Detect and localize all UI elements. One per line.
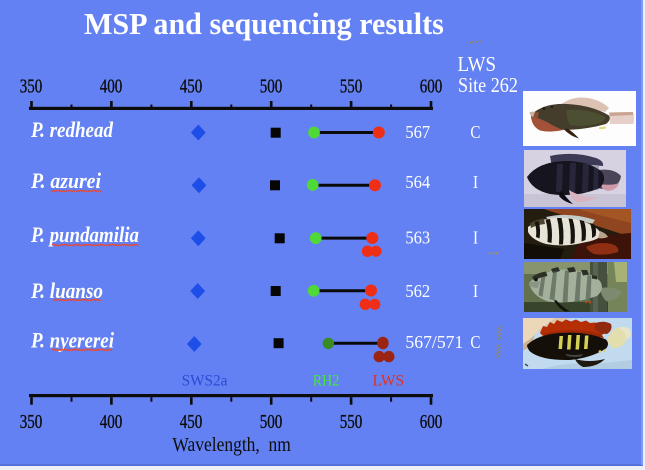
- svg-text:450: 450: [180, 75, 203, 97]
- svg-text:RH2: RH2: [313, 373, 339, 390]
- svg-text:P. azurei: P. azurei: [30, 168, 101, 193]
- svg-text:350: 350: [20, 410, 43, 432]
- svg-text:C: C: [470, 332, 480, 352]
- svg-text:LWS: LWS: [458, 53, 496, 76]
- svg-text:C: C: [470, 122, 480, 142]
- svg-text:I: I: [473, 281, 478, 301]
- svg-text:P. nyererei: P. nyererei: [30, 329, 114, 352]
- svg-text:550: 550: [340, 75, 363, 97]
- svg-text:562: 562: [405, 282, 430, 302]
- svg-text:550: 550: [340, 410, 363, 432]
- svg-text:400: 400: [100, 410, 123, 432]
- svg-text:P. pundamilia: P. pundamilia: [30, 224, 139, 247]
- svg-text:567: 567: [405, 123, 430, 143]
- svg-text:Wavelength, nm: Wavelength, nm: [172, 434, 291, 456]
- svg-text:I: I: [473, 172, 478, 192]
- svg-text:500: 500: [260, 410, 283, 432]
- svg-text:P. redhead: P. redhead: [30, 119, 114, 142]
- svg-text:350: 350: [20, 75, 43, 97]
- svg-text:400: 400: [100, 75, 123, 97]
- svg-text:567/571: 567/571: [405, 332, 463, 352]
- svg-text:MSP and sequencing results: MSP and sequencing results: [84, 7, 444, 41]
- svg-text:SWS2a: SWS2a: [182, 372, 228, 389]
- svg-text:600: 600: [420, 410, 443, 432]
- svg-text:600: 600: [420, 75, 443, 97]
- svg-text:I: I: [473, 227, 478, 247]
- svg-text:P. luanso: P. luanso: [30, 280, 103, 303]
- svg-text:564: 564: [405, 173, 430, 193]
- svg-text:563: 563: [405, 228, 430, 248]
- svg-text:LWS: LWS: [373, 372, 405, 389]
- svg-text:Site 262: Site 262: [458, 74, 518, 98]
- svg-text:450: 450: [180, 410, 203, 432]
- svg-text:500: 500: [260, 75, 283, 97]
